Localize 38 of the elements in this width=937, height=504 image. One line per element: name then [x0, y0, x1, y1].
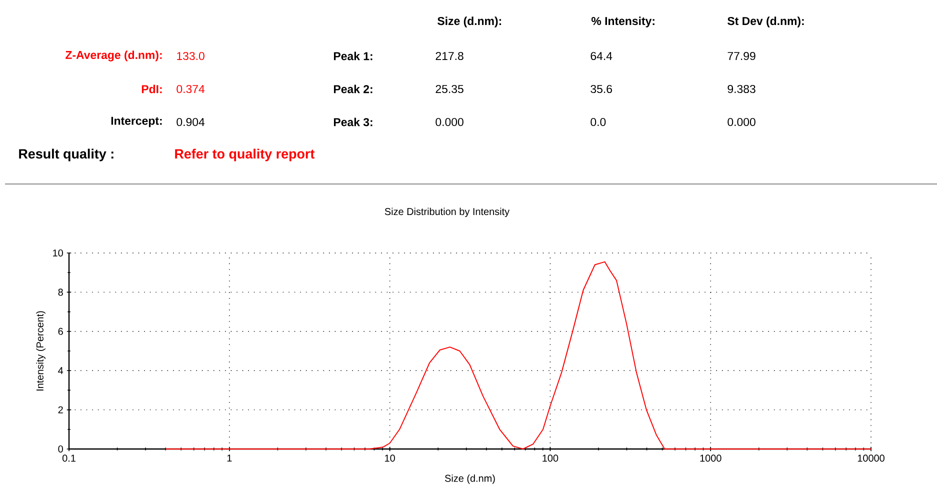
y-tick-label: 2	[58, 406, 63, 414]
text: 35.6	[590, 84, 612, 94]
y-tick-label: 10	[53, 249, 63, 257]
y-tick-label: 4	[58, 367, 64, 374]
x-axis-title: Size (d.nm)	[444, 474, 495, 484]
text: 9.383	[728, 84, 756, 94]
x-tick-label: 10	[385, 454, 395, 462]
text: % Intensity:	[591, 16, 654, 28]
text: Peak 1:	[334, 52, 372, 60]
text: 0.000	[728, 118, 756, 126]
text: Size (d.nm):	[438, 16, 502, 28]
text: Peak 3:	[334, 118, 372, 126]
text: 0.000	[436, 118, 464, 126]
x-tick-label: 0.1	[62, 454, 76, 462]
text: 0.904	[176, 118, 205, 126]
text: 0.0	[590, 118, 606, 126]
text: Z-Average (d.nm):	[66, 50, 162, 62]
text: Result quality :	[19, 148, 114, 162]
x-tick-label: 100	[542, 454, 558, 462]
text: Peak 2:	[334, 84, 372, 94]
y-tick-label: 0	[58, 445, 63, 453]
chart-title: Size Distribution by Intensity	[384, 208, 510, 218]
text: 25.35	[436, 84, 464, 94]
y-tick-label: 8	[58, 288, 63, 296]
text: 217.8	[436, 52, 464, 60]
x-tick-label: 1	[227, 454, 232, 462]
text: 77.99	[728, 52, 756, 60]
text: 64.4	[590, 52, 612, 60]
y-axis-title: Intensity (Percent)	[36, 311, 46, 390]
x-tick-label: 1000	[700, 454, 722, 462]
text: PdI:	[142, 84, 162, 94]
text: 133.0	[177, 52, 204, 60]
text: Intercept:	[111, 116, 162, 128]
text: St Dev (d.nm):	[728, 16, 804, 28]
y-tick-label: 6	[58, 328, 63, 335]
text: Refer to quality report	[175, 148, 315, 162]
text: 0.374	[176, 84, 205, 94]
x-tick-label: 10000	[858, 454, 884, 462]
